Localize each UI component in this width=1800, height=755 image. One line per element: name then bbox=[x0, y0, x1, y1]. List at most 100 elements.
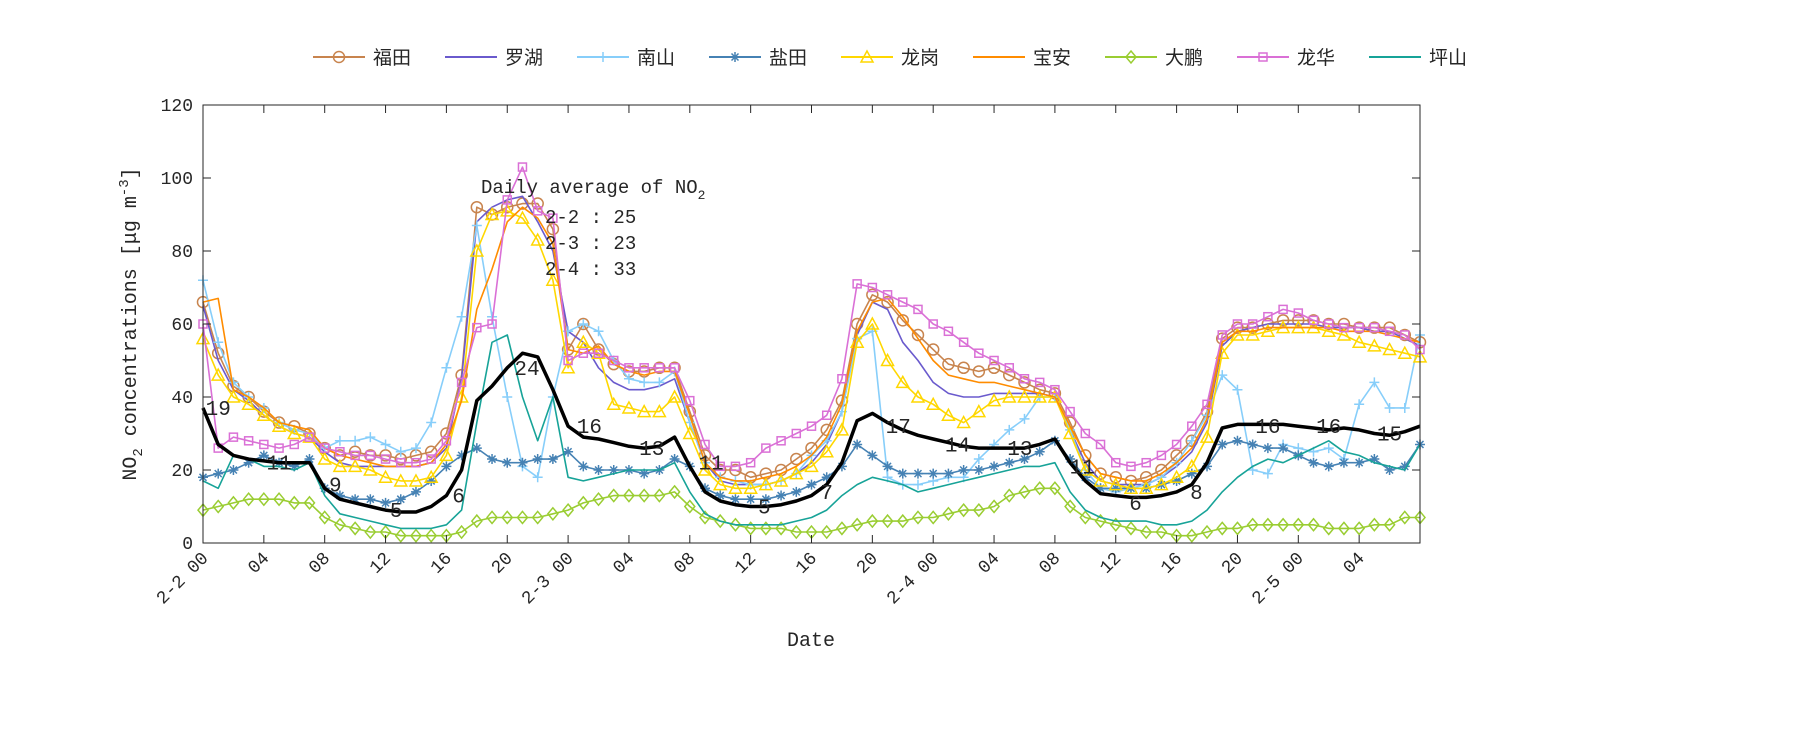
diamond-marker bbox=[942, 506, 955, 521]
circle-marker bbox=[470, 200, 484, 214]
data-label: 16 bbox=[1255, 417, 1280, 440]
legend-item: 盐田 bbox=[709, 47, 807, 69]
diamond-marker bbox=[972, 502, 985, 518]
square-marker bbox=[411, 457, 421, 468]
diamond-marker bbox=[638, 488, 651, 503]
circle-marker bbox=[1322, 317, 1335, 331]
square-marker bbox=[259, 439, 269, 450]
star-marker bbox=[852, 439, 863, 450]
circle-marker bbox=[972, 365, 986, 378]
data-label: 9 bbox=[329, 476, 342, 499]
star-marker bbox=[806, 479, 817, 490]
square-marker bbox=[548, 213, 558, 223]
plus-marker bbox=[1354, 399, 1365, 410]
data-label: 19 bbox=[206, 399, 231, 422]
square-marker bbox=[852, 279, 862, 289]
square-marker bbox=[974, 348, 984, 358]
triangle-marker bbox=[1001, 389, 1017, 403]
plus-marker bbox=[593, 326, 604, 337]
series-line bbox=[202, 334, 1421, 530]
diamond-marker bbox=[896, 513, 909, 529]
triangle-marker bbox=[895, 374, 911, 389]
triangle-marker bbox=[484, 206, 500, 221]
square-marker bbox=[1050, 384, 1060, 395]
data-label: 11 bbox=[266, 454, 291, 477]
diamond-marker bbox=[394, 528, 407, 543]
plus-marker bbox=[623, 373, 634, 384]
square-marker bbox=[1202, 399, 1212, 410]
x-tick-label: 16 bbox=[792, 549, 821, 578]
square-marker bbox=[563, 355, 573, 366]
circle-marker bbox=[1109, 471, 1122, 484]
diamond-marker bbox=[790, 524, 803, 540]
square-marker bbox=[913, 304, 923, 315]
square-marker bbox=[1232, 319, 1243, 329]
square-marker bbox=[1141, 457, 1151, 468]
star-marker bbox=[791, 486, 802, 497]
diamond-marker bbox=[531, 510, 544, 525]
diamond-marker bbox=[470, 513, 483, 529]
star-marker bbox=[973, 465, 984, 475]
triangle-marker bbox=[256, 407, 272, 421]
circle-marker bbox=[577, 317, 590, 331]
series-district-7 bbox=[198, 162, 1425, 472]
triangle-marker bbox=[682, 425, 698, 440]
diamond-marker bbox=[1368, 517, 1381, 532]
x-tick-label: 08 bbox=[1036, 549, 1065, 578]
triangle-marker bbox=[378, 469, 393, 484]
square-marker bbox=[1308, 315, 1319, 326]
data-label: 13 bbox=[1007, 439, 1032, 462]
circle-marker bbox=[1398, 328, 1412, 342]
series-line bbox=[201, 351, 1421, 514]
diamond-marker bbox=[1231, 521, 1244, 536]
circle-marker bbox=[332, 50, 346, 64]
square-marker bbox=[289, 439, 300, 450]
plot-area: 19 11 9 5 6 24 16 13 11 5 7 17 14 13 11 6 8 16 16 15 bbox=[195, 105, 1428, 543]
plus-marker bbox=[1399, 402, 1410, 413]
triangle-marker bbox=[728, 480, 743, 494]
series-average bbox=[201, 351, 1421, 514]
triangle-marker bbox=[880, 352, 895, 367]
data-label: 5 bbox=[758, 498, 771, 521]
plus-marker bbox=[380, 439, 391, 450]
triangle-marker bbox=[1245, 327, 1260, 341]
legend-label: 罗湖 bbox=[505, 47, 543, 69]
x-tick-label: 04 bbox=[1340, 549, 1369, 578]
square-marker bbox=[639, 363, 649, 373]
plus-marker bbox=[639, 377, 650, 388]
plus-marker bbox=[912, 479, 923, 490]
star-marker bbox=[1110, 483, 1121, 494]
circle-marker bbox=[957, 361, 970, 375]
plus-marker bbox=[973, 454, 984, 465]
star-marker bbox=[1232, 435, 1243, 446]
square-marker bbox=[715, 461, 725, 472]
square-marker bbox=[730, 461, 741, 472]
square-marker bbox=[882, 290, 893, 300]
triangle-marker bbox=[697, 462, 713, 476]
circle-marker bbox=[303, 427, 316, 440]
triangle-marker bbox=[408, 473, 424, 487]
plus-marker bbox=[471, 220, 482, 231]
star-marker bbox=[380, 497, 391, 508]
triangle-marker bbox=[956, 414, 971, 429]
data-label: 16 bbox=[577, 417, 602, 440]
star-marker bbox=[730, 52, 740, 62]
data-label: 24 bbox=[514, 359, 539, 382]
diamond-marker bbox=[212, 499, 225, 514]
x-tick-label: 2-5 00 bbox=[1249, 549, 1309, 609]
square-marker bbox=[624, 363, 634, 373]
triangle-marker bbox=[1169, 469, 1184, 484]
daily-average-annotation: Daily average of NO2 2-2 : 25 2-3 : 23 2… bbox=[481, 177, 705, 281]
diamond-marker bbox=[653, 488, 666, 503]
legend-label: 龙华 bbox=[1297, 47, 1335, 69]
diamond-marker bbox=[1277, 517, 1290, 532]
square-marker bbox=[898, 297, 908, 307]
triangle-marker bbox=[1032, 389, 1047, 403]
y-tick-label: 60 bbox=[171, 316, 193, 336]
circle-marker bbox=[790, 452, 803, 466]
circle-marker bbox=[1246, 321, 1259, 334]
triangle-marker bbox=[986, 393, 1002, 407]
diamond-marker bbox=[1018, 484, 1031, 500]
triangle-marker bbox=[576, 334, 591, 348]
square-marker bbox=[593, 348, 604, 358]
